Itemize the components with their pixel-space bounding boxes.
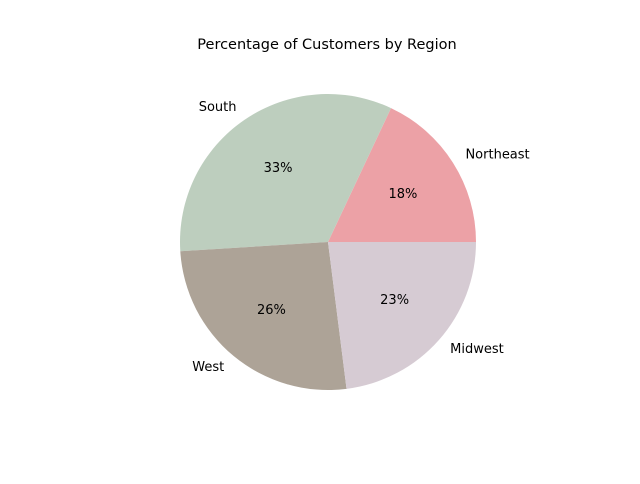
pie-slices <box>179 94 476 390</box>
percent-label-midwest: 23% <box>380 293 409 308</box>
pie-slice-midwest <box>328 242 476 389</box>
slice-label-midwest: Midwest <box>450 342 504 357</box>
chart-title: Percentage of Customers by Region <box>197 37 456 53</box>
slice-label-south: South <box>199 100 237 115</box>
pie-slice-west <box>180 242 347 390</box>
percent-label-south: 33% <box>264 161 293 176</box>
pie-slice-south <box>179 94 392 252</box>
slice-label-west: West <box>192 360 224 375</box>
slice-label-northeast: Northeast <box>465 147 529 162</box>
percent-label-northeast: 18% <box>389 187 418 202</box>
pie-labels: Northeast 18% South 33% West 26% Midwest 23% <box>192 100 529 375</box>
pie-slice-northeast <box>328 108 476 242</box>
percent-label-west: 26% <box>257 303 286 318</box>
